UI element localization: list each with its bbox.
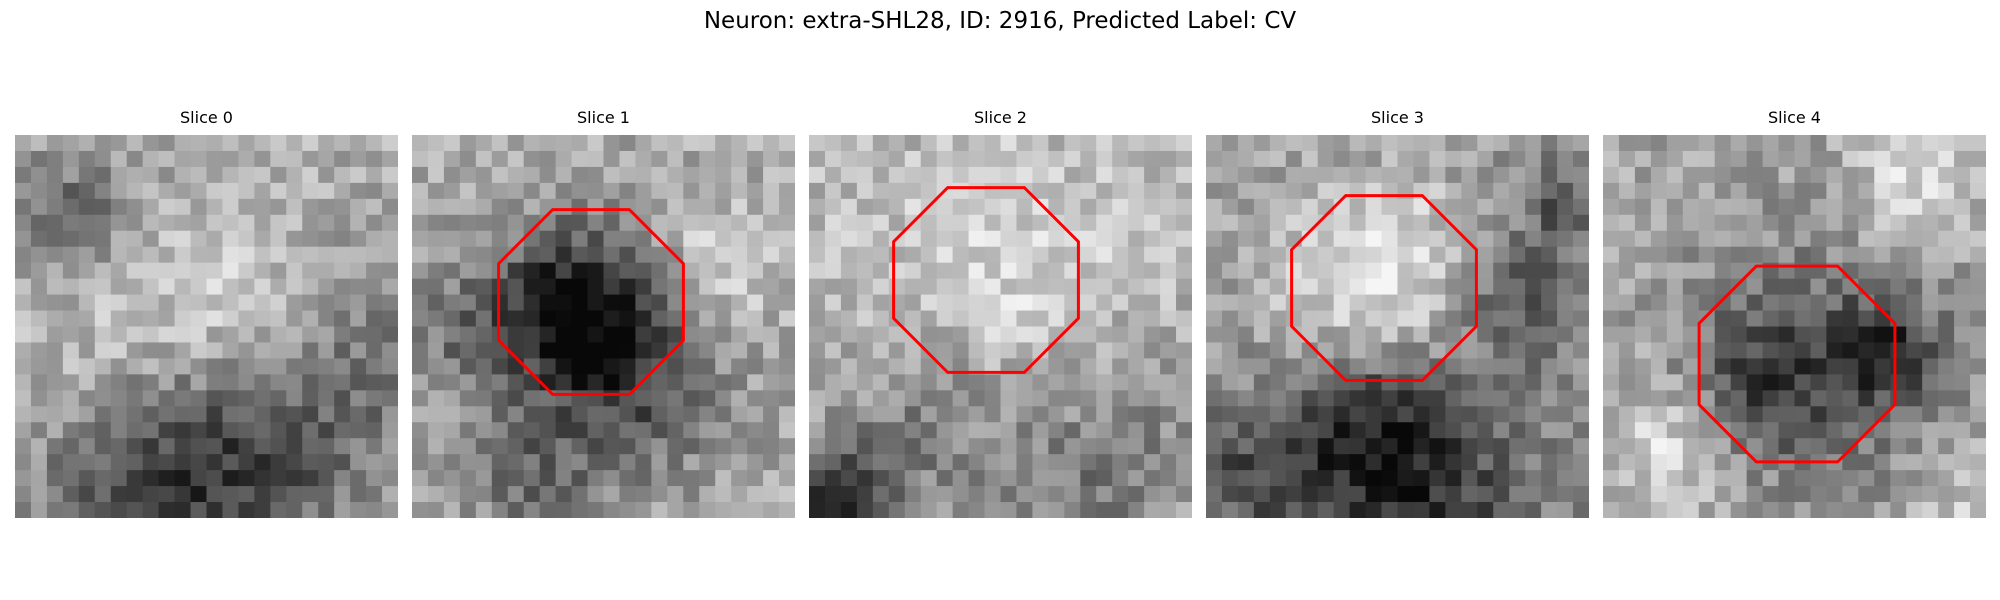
roi-outline	[1290, 194, 1478, 382]
slice-panel-0: Slice 0	[15, 108, 398, 520]
figure-title: Neuron: extra-SHL28, ID: 2916, Predicted…	[703, 8, 1297, 34]
slice-panel-2: Slice 2	[809, 108, 1192, 520]
slice-panel-1: Slice 1	[412, 108, 795, 520]
roi-outline	[497, 208, 685, 396]
slice-title: Slice 3	[1371, 108, 1424, 127]
roi-outline	[892, 186, 1080, 374]
slice-image	[1206, 135, 1589, 518]
slice-title: Slice 0	[180, 108, 233, 127]
slice-title: Slice 2	[974, 108, 1027, 127]
slice-image	[412, 135, 795, 518]
slice-image	[1603, 135, 1986, 518]
slice-image	[809, 135, 1192, 518]
slice-title: Slice 4	[1768, 108, 1821, 127]
slice-panel-4: Slice 4	[1603, 108, 1986, 520]
slice-title: Slice 1	[577, 108, 630, 127]
slice-panel-3: Slice 3	[1206, 108, 1589, 520]
roi-outline	[1697, 264, 1897, 464]
slice-image	[15, 135, 398, 518]
